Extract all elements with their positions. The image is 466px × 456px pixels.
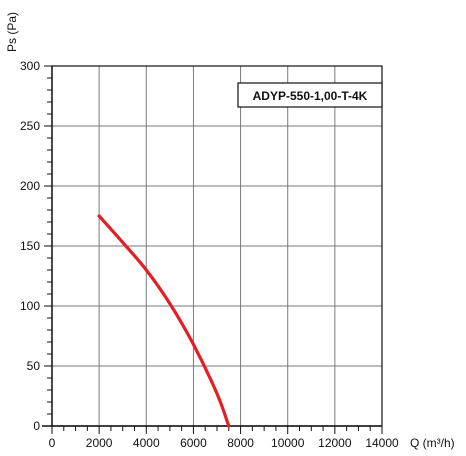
y-tick-label: 0	[33, 419, 40, 433]
x-tick-label: 10000	[271, 436, 305, 450]
model-label: ADYP-550-1,00-T-4K	[253, 89, 368, 103]
y-tick-label: 250	[20, 119, 40, 133]
x-tick-label: 14000	[365, 436, 399, 450]
y-tick-label: 300	[20, 59, 40, 73]
x-tick-label: 6000	[180, 436, 207, 450]
model-label-frame	[237, 82, 383, 108]
x-tick-label: 4000	[133, 436, 160, 450]
model-label-box: ADYP-550-1,00-T-4K	[237, 82, 383, 108]
x-tick-label: 8000	[227, 436, 254, 450]
x-axis-title: Q (m³/h)	[410, 436, 455, 450]
pressure-flow-curve	[97, 214, 231, 428]
x-tick-label: 2000	[86, 436, 113, 450]
x-tick-label: 0	[49, 436, 56, 450]
y-tick-label: 150	[20, 239, 40, 253]
x-tick-label: 12000	[318, 436, 352, 450]
y-axis-title: Ps (Pa)	[5, 12, 19, 52]
grid	[52, 66, 382, 426]
axis-ticks	[44, 65, 383, 434]
y-tick-label: 100	[20, 299, 40, 313]
axis-labels: 0 50 100 150 200 250 300 0 2000 4000 6000 8000 10000…	[20, 59, 399, 450]
y-tick-label: 200	[20, 179, 40, 193]
performance-curve	[97, 214, 231, 428]
y-tick-label: 50	[27, 359, 41, 373]
